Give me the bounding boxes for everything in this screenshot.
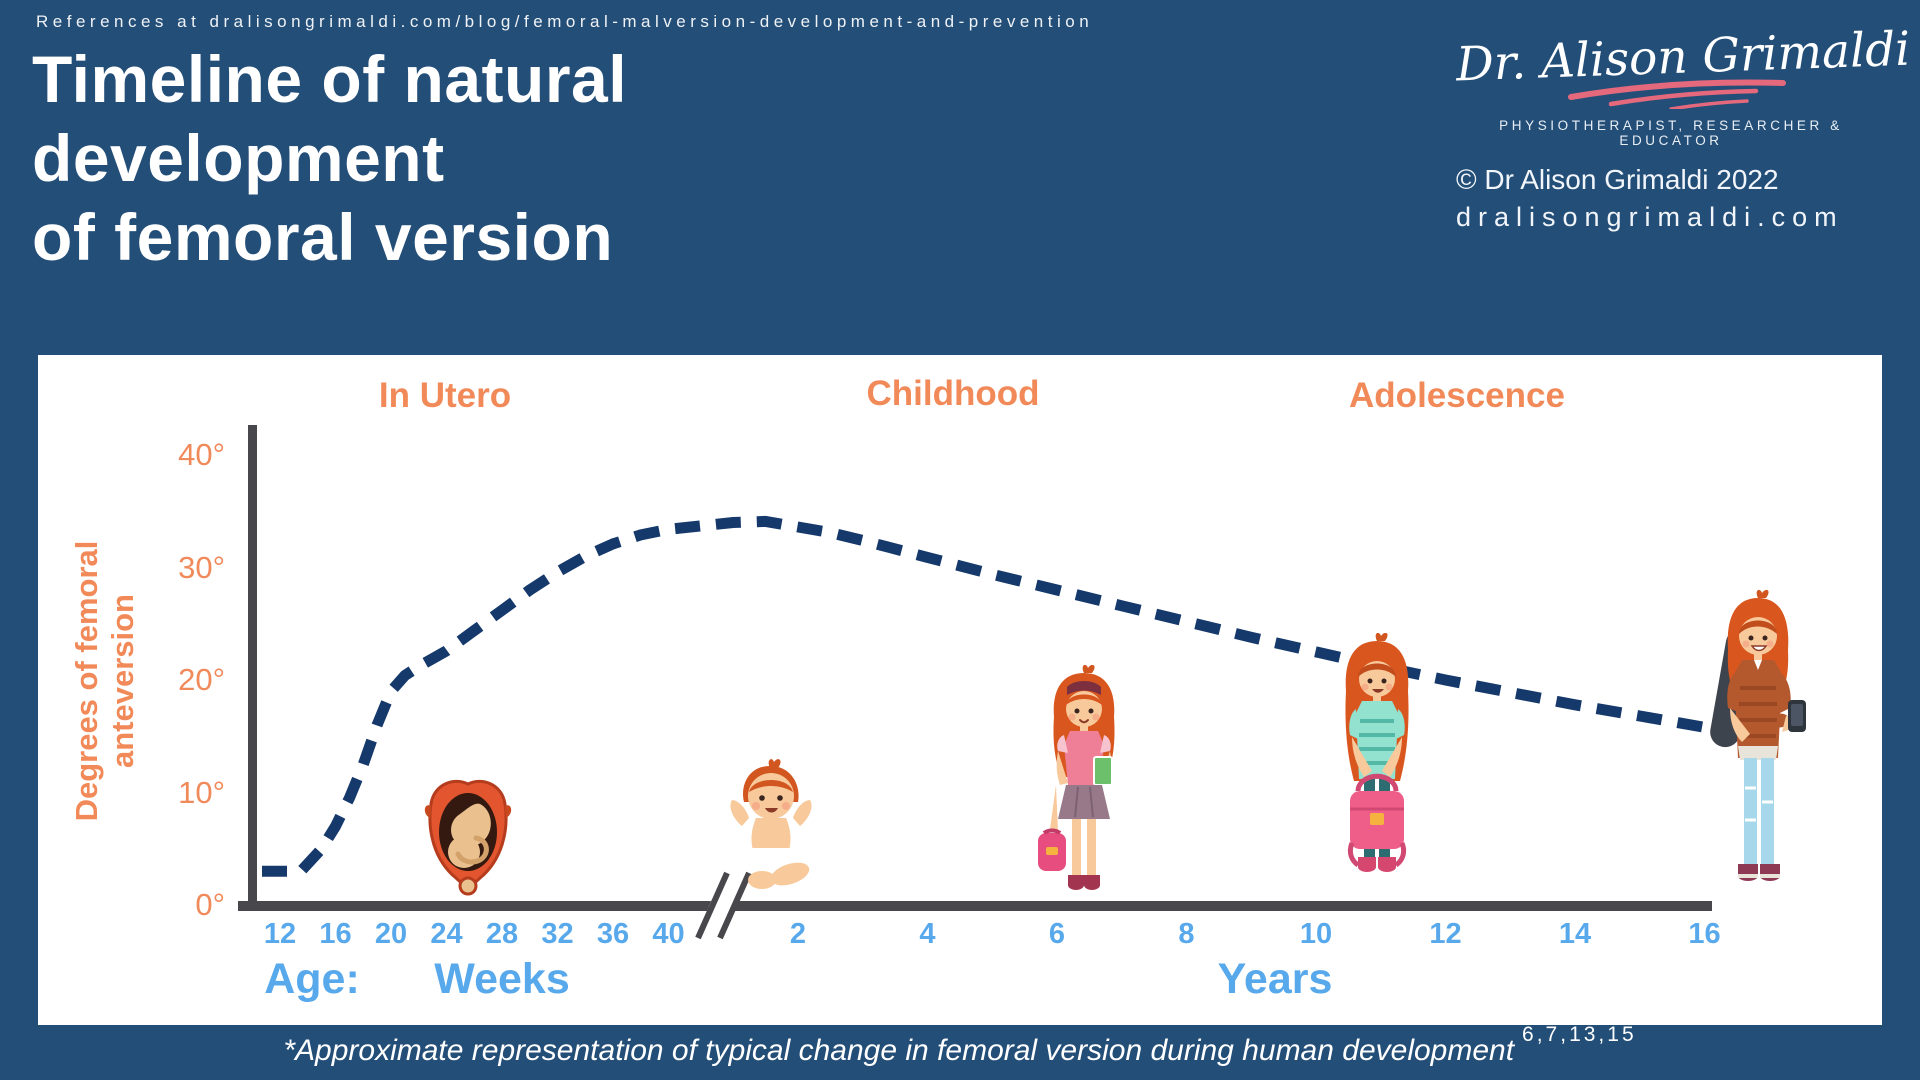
x-axis-break-icon (694, 870, 752, 942)
chart-panel (38, 355, 1882, 1025)
x-tick-week-16: 16 (319, 918, 352, 950)
y-tick-40: 40° (178, 437, 225, 472)
x-tick-week-28: 28 (485, 918, 519, 950)
brand-tagline: PHYSIOTHERAPIST, RESEARCHER & EDUCATOR (1499, 118, 1843, 148)
footnote-text: *Approximate representation of typical c… (283, 1034, 1515, 1067)
brand-website: dralisongrimaldi.com (1456, 202, 1844, 232)
x-tick-week-24: 24 (430, 918, 463, 950)
age-label: Age: (264, 955, 360, 1003)
page-title-line3: of femoral version (32, 200, 614, 274)
y-tick-0: 0° (195, 887, 225, 922)
x-tick-year-10: 10 (1299, 918, 1333, 950)
years-label: Years (1217, 955, 1333, 1003)
y-tick-10: 10° (178, 774, 225, 810)
femoral-anteversion-dashed-curve (262, 515, 1706, 877)
x-tick-week-32: 32 (541, 918, 574, 950)
page-title-line2: development (32, 121, 445, 195)
x-tick-week-20: 20 (374, 918, 408, 950)
footnote-reference-numbers: 6,7,13,15 (1522, 1023, 1637, 1046)
x-tick-week-40: 40 (652, 918, 685, 950)
y-axis-line (248, 425, 257, 911)
brand-block: Dr. Alison Grimaldi PHYSIOTHERAPIST, RES… (1455, 22, 1911, 233)
phase-label-childhood: Childhood (866, 374, 1040, 413)
fetus-in-utero-illustration (424, 779, 512, 896)
preteen-girl-illustration (1345, 633, 1409, 872)
x-tick-year-12: 12 (1429, 918, 1462, 950)
child-girl-illustration (1038, 665, 1115, 890)
teenager-illustration (1710, 589, 1806, 881)
baby-illustration (730, 759, 812, 889)
reference-link-text: References at dralisongrimaldi.com/blog/… (36, 12, 1094, 31)
y-tick-30: 30° (178, 549, 225, 585)
phase-label-adolescence: Adolescence (1349, 376, 1565, 415)
y-tick-20: 20° (178, 662, 225, 697)
x-tick-year-14: 14 (1558, 918, 1592, 950)
footer-strip: *Approximate representation of typical c… (0, 1023, 1920, 1080)
weeks-label: Weeks (434, 955, 570, 1003)
x-tick-week-12: 12 (263, 918, 297, 950)
x-tick-week-36: 36 (596, 918, 630, 950)
page-title: Timeline of natural development of femor… (32, 40, 627, 277)
brand-swoosh-icon (1456, 79, 1886, 114)
x-tick-year-6: 6 (1048, 918, 1066, 950)
brand-copyright: © Dr Alison Grimaldi 2022 (1456, 164, 1779, 195)
x-axis-line (238, 901, 1712, 911)
x-tick-year-4: 4 (919, 918, 936, 950)
phase-label-in-utero: In Utero (378, 376, 512, 415)
x-tick-year-8: 8 (1178, 918, 1195, 950)
page-title-line1: Timeline of natural (32, 42, 628, 116)
x-tick-year-2: 2 (789, 918, 807, 950)
x-tick-year-16: 16 (1688, 918, 1721, 950)
